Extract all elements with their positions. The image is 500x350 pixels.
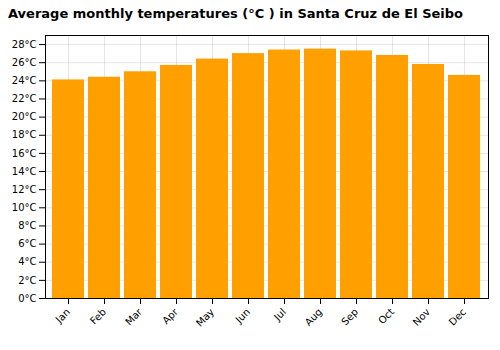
svg-text:24°C: 24°C: [12, 75, 37, 86]
svg-text:18°C: 18°C: [12, 129, 37, 140]
svg-text:0°C: 0°C: [18, 293, 36, 304]
svg-text:20°C: 20°C: [12, 111, 37, 122]
svg-text:Oct: Oct: [376, 306, 396, 326]
svg-text:Mar: Mar: [123, 306, 145, 328]
svg-text:4°C: 4°C: [18, 256, 36, 267]
svg-text:Jul: Jul: [271, 306, 288, 323]
svg-text:8°C: 8°C: [18, 220, 36, 231]
html-text:Average monthly temperatures (: Average monthly temperatures (°C ) in Sa…: [8, 6, 463, 21]
svg-text:Aug: Aug: [303, 306, 325, 328]
svg-text:10°C: 10°C: [12, 202, 37, 213]
svg-text:26°C: 26°C: [12, 57, 37, 68]
svg-text:12°C: 12°C: [12, 184, 37, 195]
svg-text:22°C: 22°C: [12, 93, 37, 104]
svg-text:14°C: 14°C: [12, 166, 37, 177]
svg-text:6°C: 6°C: [18, 238, 36, 249]
svg-text:Apr: Apr: [160, 306, 181, 327]
svg-text:Feb: Feb: [88, 306, 108, 326]
svg-text:Jun: Jun: [233, 306, 253, 326]
svg-text:28°C: 28°C: [12, 39, 37, 50]
svg-text:Jan: Jan: [53, 306, 72, 325]
svg-text:Sep: Sep: [339, 306, 360, 327]
svg-text:Nov: Nov: [411, 306, 433, 328]
svg-text:2°C: 2°C: [18, 275, 36, 286]
svg-text:16°C: 16°C: [12, 148, 37, 159]
svg-text:Dec: Dec: [447, 306, 468, 327]
svg-text:May: May: [194, 306, 216, 328]
